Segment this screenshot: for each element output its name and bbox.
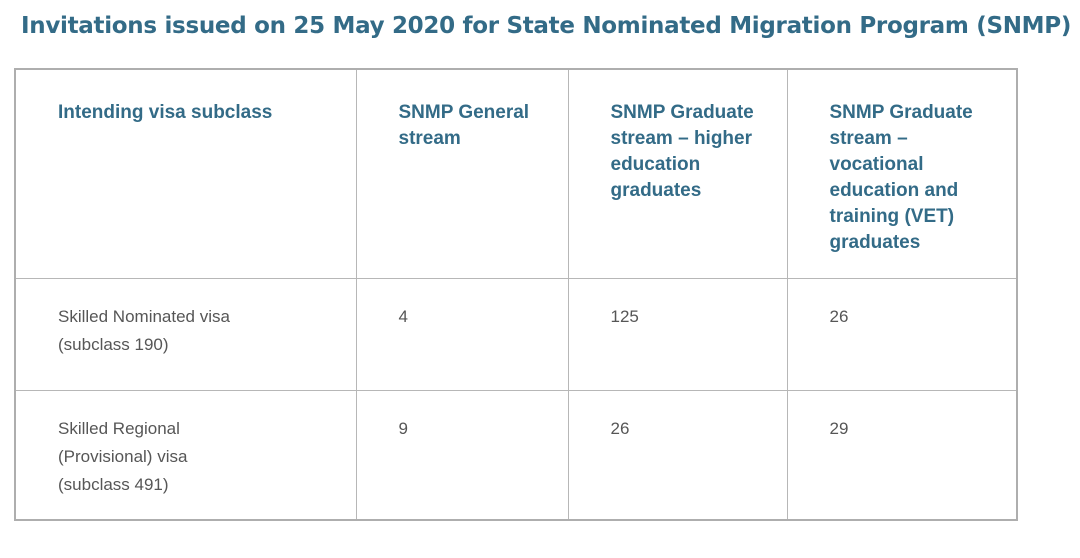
row-label-line: (subclass 190) [58,334,169,354]
value-cell-190-higher-education: 125 [567,277,788,391]
table-row-subclass-491: Skilled Regional (Provisional) visa (sub… [14,389,1018,520]
value-cell-190-general-stream: 4 [355,277,569,391]
value-cell-190-vet: 26 [786,277,1018,391]
value-cell-491-higher-education: 26 [567,389,788,520]
column-header-snmp-graduate-vet: SNMP Graduate stream – vocational educat… [786,68,1018,279]
column-header-snmp-general-stream: SNMP General stream [355,68,569,279]
column-header-snmp-graduate-higher-education: SNMP Graduate stream – higher education … [567,68,788,279]
value-cell-491-vet: 29 [786,389,1018,520]
row-label-cell-subclass-491: Skilled Regional (Provisional) visa (sub… [14,389,357,520]
column-header-intending-visa-subclass: Intending visa subclass [14,68,357,279]
row-label-line: (Provisional) visa [58,446,188,466]
value-cell-491-general-stream: 9 [355,389,569,520]
table-row-subclass-190: Skilled Nominated visa (subclass 190) 4 … [14,277,1018,391]
row-label-line: Skilled Nominated visa [58,306,230,326]
snmp-invitations-table: Intending visa subclass SNMP General str… [14,68,1018,521]
row-label-cell-subclass-190: Skilled Nominated visa (subclass 190) [14,277,357,391]
table-header-row: Intending visa subclass SNMP General str… [14,68,1018,279]
row-label-line: (subclass 491) [58,474,169,494]
row-label-line: Skilled Regional [58,418,180,438]
page-title: Invitations issued on 25 May 2020 for St… [21,13,1072,39]
